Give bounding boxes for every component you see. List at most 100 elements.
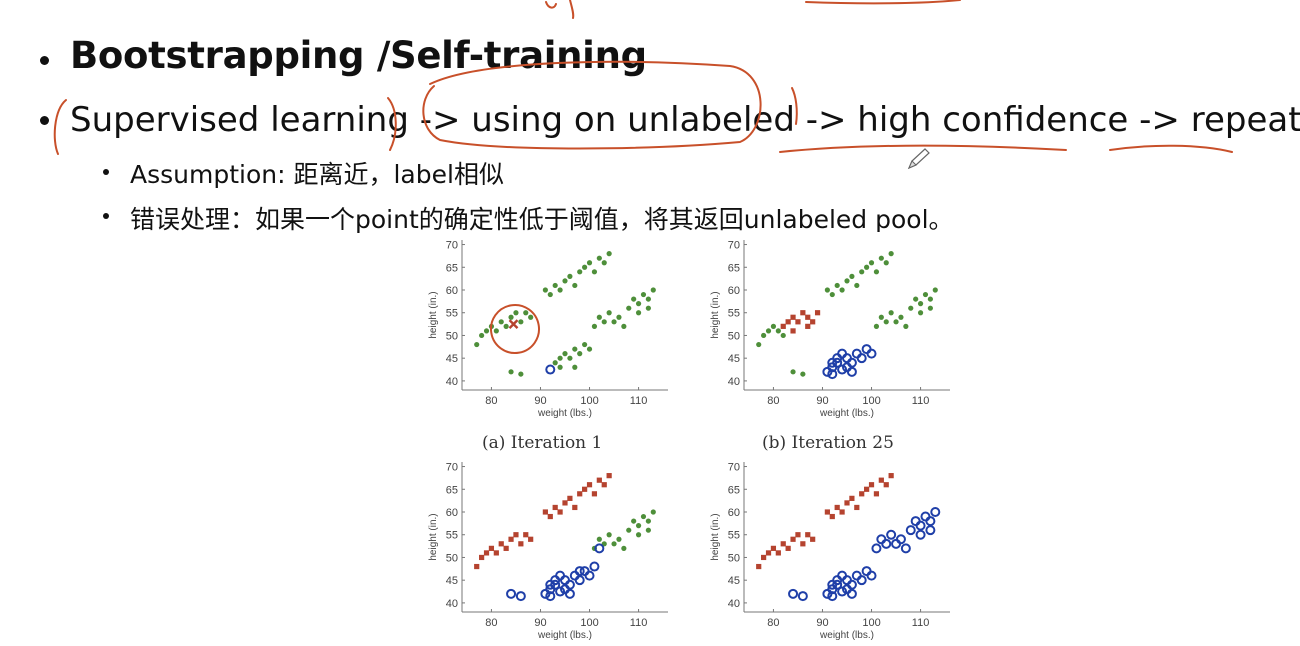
data-point-green [917, 310, 924, 316]
data-point-red [883, 482, 889, 488]
data-point-green [932, 287, 938, 293]
data-point-red [795, 532, 801, 538]
data-point-red [483, 550, 490, 556]
data-point-green [552, 360, 558, 366]
data-point-red [824, 509, 830, 515]
data-point-green [621, 545, 627, 551]
sub-bullet-marker [103, 169, 109, 175]
data-point-green [498, 319, 504, 325]
data-point-red [844, 500, 850, 506]
data-point-green [503, 323, 509, 329]
data-point-red [523, 532, 529, 538]
y-tick-label: 50 [446, 330, 458, 342]
data-point-blue [876, 534, 887, 545]
data-point-green [645, 296, 651, 302]
figure-caption-b: (b) Iteration 25 [762, 433, 894, 453]
scatter-plot-iteration-1: 40 45 50 55 60 65 70 80 90 100 110 weight (lbs.) hei… [428, 240, 668, 419]
data-point-green [859, 269, 865, 275]
pencil-cursor-icon [907, 148, 930, 170]
data-point-blue [545, 364, 556, 375]
data-point-green [586, 260, 593, 266]
bullet-pipeline: Supervised learning -> using on unlabele… [70, 100, 1300, 140]
data-point-green [839, 287, 845, 293]
x-tick-label: 110 [912, 395, 930, 407]
y-tick-label: 55 [446, 308, 458, 320]
data-point-red [601, 482, 607, 488]
data-point-green [616, 536, 622, 542]
data-point-green [508, 369, 514, 375]
data-point-blue [920, 511, 931, 522]
data-point-green [640, 513, 647, 520]
data-point-blue [846, 588, 857, 599]
x-tick-label: 90 [816, 617, 828, 629]
data-point-blue [910, 516, 921, 527]
figure-caption-a: (a) Iteration 1 [482, 433, 603, 453]
data-point-green [913, 296, 919, 302]
data-point-blue [506, 588, 517, 599]
data-point-blue [915, 529, 926, 540]
data-point-green [557, 287, 563, 293]
data-point-green [868, 260, 875, 266]
pipeline-step-supervised: Supervised learning [70, 100, 409, 140]
arrow-separator: -> [408, 100, 472, 140]
data-point-green [775, 328, 781, 334]
data-point-blue [788, 588, 799, 599]
data-point-blue [842, 575, 852, 586]
y-tick-label: 60 [446, 285, 458, 297]
data-point-blue [915, 520, 926, 531]
data-point-red [834, 504, 840, 511]
data-point-green [873, 269, 880, 275]
scatter-plot-panel-d: 40 45 50 55 60 65 70 80 90 100 110 weight (lbs.) hei… [710, 462, 950, 641]
data-point-green [800, 371, 806, 377]
data-point-blue [827, 357, 838, 368]
data-point-green [765, 328, 772, 334]
data-point-green [621, 323, 627, 329]
data-point-green [572, 346, 578, 352]
data-point-green [601, 319, 607, 325]
data-point-red [528, 536, 534, 542]
data-point-green [611, 319, 617, 325]
y-tick-label: 45 [446, 575, 458, 587]
y-tick-label: 70 [728, 240, 740, 252]
data-point-red [557, 509, 563, 515]
data-point-red [518, 541, 524, 547]
data-point-green [611, 541, 617, 547]
data-point-red [761, 554, 767, 561]
x-tick-label: 80 [767, 395, 779, 407]
data-point-green [635, 310, 642, 316]
data-point-green [883, 260, 889, 266]
data-point-green [562, 351, 568, 357]
data-point-green [829, 291, 835, 298]
heading-bootstrapping: Bootstrapping /Self-training [70, 34, 647, 77]
data-point-green [893, 319, 899, 325]
data-point-red [864, 486, 870, 492]
data-point-red [508, 536, 514, 542]
data-point-red [790, 536, 796, 542]
data-point-red [888, 473, 894, 479]
data-point-red [493, 550, 499, 556]
data-point-green [635, 301, 642, 307]
x-tick-label: 80 [767, 617, 779, 629]
data-point-red [805, 532, 811, 538]
data-point-red [586, 482, 593, 488]
data-point-green [761, 332, 767, 339]
data-point-green [927, 305, 933, 311]
data-point-red [873, 491, 880, 497]
data-point-green [523, 310, 529, 316]
data-point-green [635, 532, 642, 538]
data-point-red [854, 504, 860, 511]
data-point-green [770, 323, 777, 329]
data-point-green [922, 291, 929, 298]
data-point-blue [925, 516, 936, 527]
pipeline-step-repeat: repeat [1190, 100, 1300, 140]
data-point-green [508, 314, 514, 320]
data-point-blue [861, 344, 872, 355]
y-tick-label: 60 [728, 507, 740, 519]
data-point-green [878, 314, 884, 320]
x-axis-label: weight (lbs.) [537, 408, 592, 419]
data-point-green [834, 282, 840, 289]
y-tick-label: 65 [728, 484, 740, 496]
data-point-red [562, 500, 568, 506]
data-point-green [557, 355, 563, 361]
